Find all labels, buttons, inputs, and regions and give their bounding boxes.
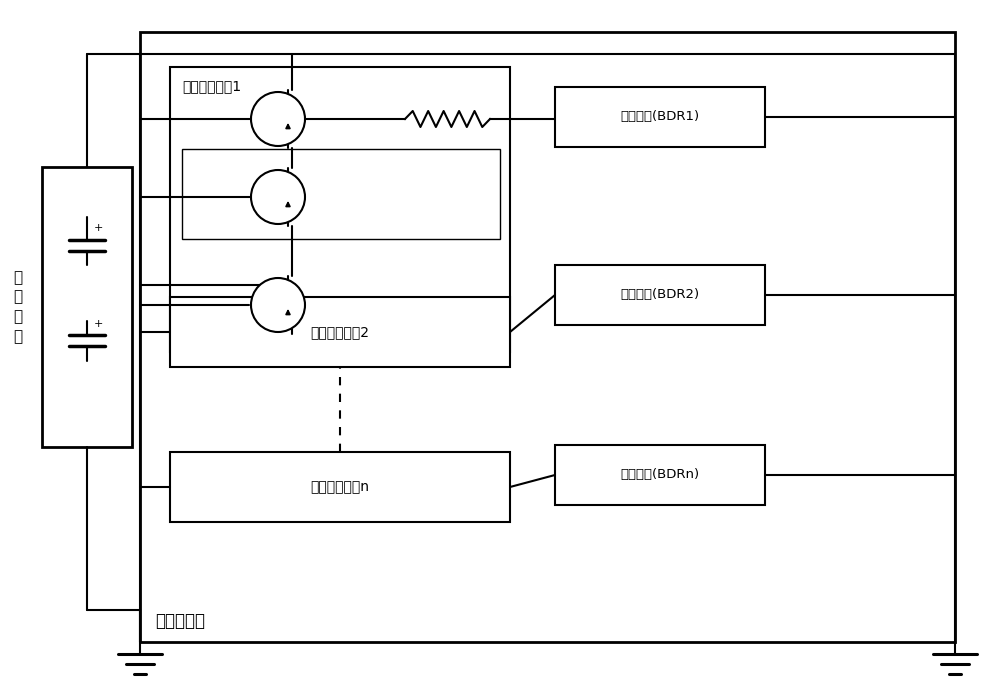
Bar [555, 87, 765, 147]
Bar [42, 167, 132, 447]
Bar [170, 452, 510, 522]
Text: +: + [94, 223, 103, 234]
Text: 蓄
电
池
组: 蓄 电 池 组 [13, 270, 23, 344]
Text: +: + [94, 319, 103, 328]
Bar [170, 67, 510, 352]
Text: 电源控制器: 电源控制器 [155, 612, 205, 630]
Bar [555, 445, 765, 505]
Text: 放电开关电路n: 放电开关电路n [310, 480, 370, 494]
Bar [182, 149, 500, 239]
Circle shape [251, 170, 305, 224]
Circle shape [251, 278, 305, 332]
Bar [140, 32, 955, 642]
Text: 放电开关电路2: 放电开关电路2 [310, 325, 370, 339]
Bar [555, 265, 765, 325]
Circle shape [251, 92, 305, 146]
Text: 放电开关电路1: 放电开关电路1 [182, 79, 241, 93]
Bar [170, 297, 510, 367]
Text: 放电电路(BDRn): 放电电路(BDRn) [620, 468, 700, 481]
Text: 放电电路(BDR1): 放电电路(BDR1) [620, 110, 700, 123]
Text: 放电电路(BDR2): 放电电路(BDR2) [620, 288, 700, 301]
